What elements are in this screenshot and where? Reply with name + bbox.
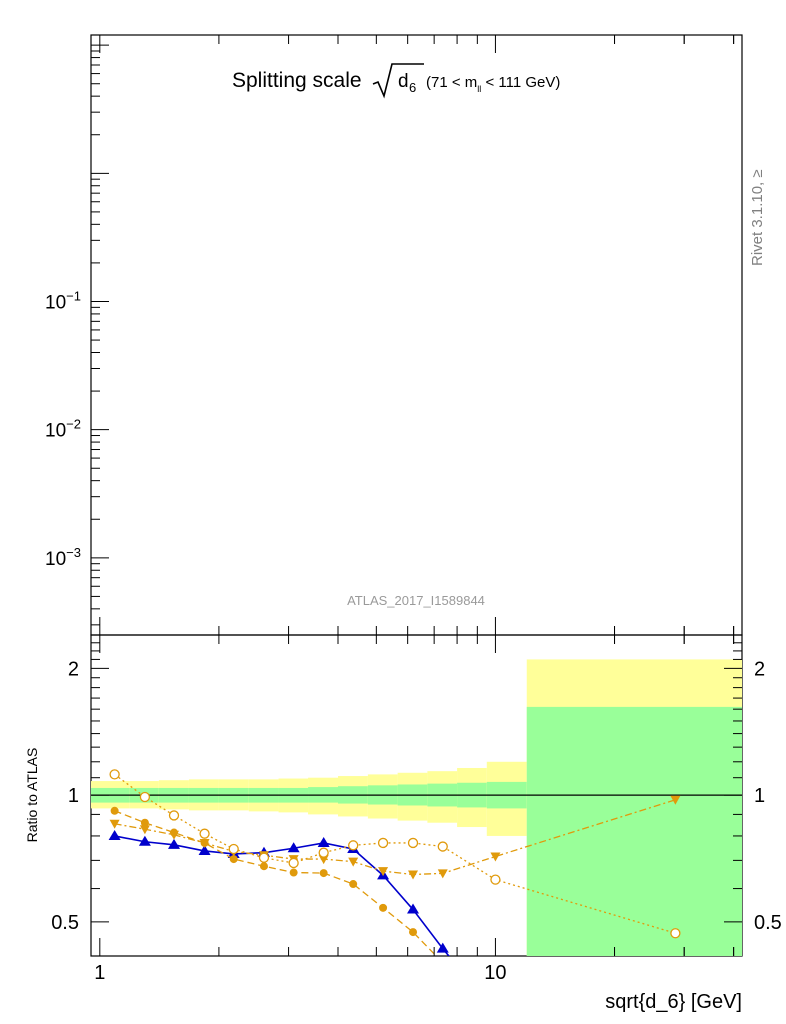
series-point-triangle-up [108,829,121,840]
series-point-open-circle [318,847,329,858]
series-point-open-circle [168,810,180,821]
ratio-y-tick-label-right: 1 [754,785,765,807]
series-line-2 [114,810,438,956]
title-mass-range: (71 < mll < 111 GeV) [426,74,560,94]
title-sqrt-sub: 6 [409,80,416,95]
series-point-open-circle [377,837,389,849]
series-point-triangle-up [167,838,180,849]
series-point-open-circle [670,928,681,939]
series-point-circle [439,959,447,967]
series-point-triangle-up [467,979,479,989]
series-point-triangle-up [198,844,211,855]
series-point-triangle-up [436,942,449,953]
series-point-triangle-down [318,855,329,865]
ratio-y-tick-label-left: 1 [68,785,79,807]
x-tick-label: 10 [484,962,506,984]
series-point-circle [379,903,388,912]
main-y-tick-label: 10−2 [45,417,81,442]
title-range-post: < 111 GeV) [481,74,560,91]
sqrt-sign [372,63,424,99]
series-point-triangle-down [199,838,210,848]
series-point-open-circle [407,837,419,849]
series-point-circle [349,880,358,889]
series-point-open-circle [258,852,270,863]
series-point-open-circle [139,791,151,803]
series-point-triangle-down [378,867,389,877]
series-point-circle [259,862,268,871]
series-point-triangle-up [138,835,151,846]
analysis-watermark: ATLAS_2017_I1589844 [347,593,485,608]
chart-title: Splitting scale [232,69,362,92]
series-point-open-circle [490,874,501,885]
series-point-triangle-down [437,869,448,879]
rivet-version-label: Rivet 3.1.10, ≥ [749,169,766,266]
ratio-y-tick-label-left: 2 [68,658,79,680]
x-ticks: 1 10 [94,35,735,984]
ratio-y-tick-label-left: 0.5 [51,912,79,934]
series-point-triangle-down [348,857,359,867]
x-tick-label: 1 [94,962,105,984]
series-point-triangle-down [670,795,681,805]
main-y-tick-label: 10−1 [45,288,81,313]
series-point-circle [110,806,119,815]
ratio-y-ticks: 0.5 0.5 1 1 2 2 [51,634,782,934]
ratio-series [108,769,681,991]
series-point-open-circle [348,840,359,851]
series-point-open-circle [437,841,448,852]
series-point-triangle-down [490,852,501,862]
series-point-circle [229,855,238,864]
series-point-circle [140,818,149,827]
series-point-open-circle [109,769,120,780]
series-point-open-circle [199,828,210,839]
series-point-circle [469,983,477,991]
series-point-triangle-up [287,842,300,853]
series-point-circle [289,868,298,877]
ratio-y-axis-label: Ratio to ATLAS [24,748,40,843]
title-range-sub: ll [477,84,481,94]
title-range-pre: (71 < m [426,74,477,91]
inner-band-bin [526,706,742,956]
ratio-y-tick-label-right: 2 [754,658,765,680]
series-point-triangle-down [139,825,150,835]
series-point-open-circle [228,843,239,855]
series-point-triangle-down [109,819,120,829]
series-point-triangle-down [408,870,419,880]
series-point-triangle-up [317,836,330,847]
series-point-triangle-up [407,903,420,914]
main-panel-frame [90,34,743,636]
main-y-tick-label: 10−3 [45,545,81,570]
series-line-3 [114,799,676,876]
x-axis-label: sqrt{d_6} [GeV] [605,991,742,1013]
ratio-y-tick-label-right: 0.5 [754,912,782,934]
main-y-ticks: 10−1 10−2 10−3 [45,44,109,626]
series-point-triangle-down [168,830,179,840]
series-point-open-circle [288,857,299,869]
series-point-circle [319,869,328,878]
series-point-circle [409,928,418,937]
title-sqrt-base: d [398,71,409,92]
